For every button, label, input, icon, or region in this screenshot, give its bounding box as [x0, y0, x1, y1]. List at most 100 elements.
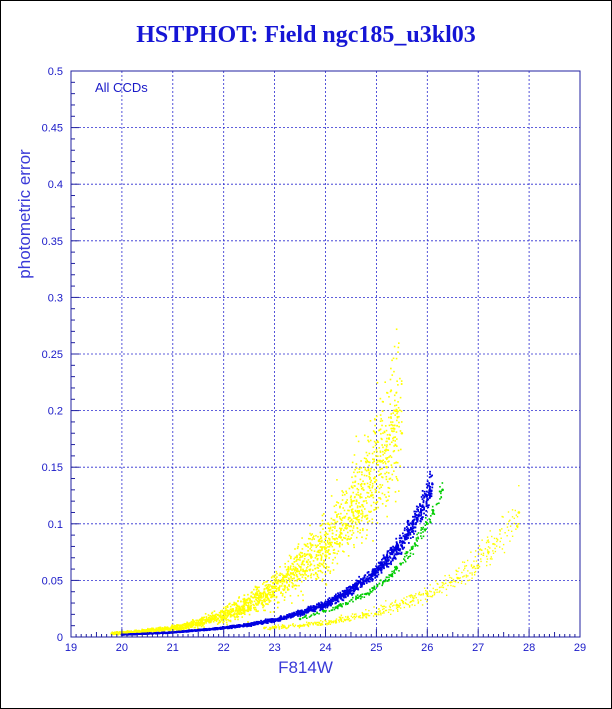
scatter-point — [388, 424, 391, 427]
scatter-point — [357, 488, 360, 491]
scatter-point — [359, 532, 361, 534]
scatter-point — [211, 618, 213, 621]
scatter-point — [230, 613, 232, 616]
scatter-point — [181, 631, 184, 633]
scatter-point — [340, 603, 342, 606]
scatter-point — [347, 537, 349, 540]
scatter-point — [274, 577, 277, 580]
scatter-point — [288, 554, 291, 557]
scatter-point — [382, 582, 384, 585]
scatter-point — [376, 459, 379, 462]
scatter-point — [408, 529, 411, 532]
scatter-point — [270, 619, 273, 622]
scatter-series-1 — [263, 484, 521, 631]
scatter-point — [424, 529, 426, 532]
scatter-point — [292, 612, 295, 615]
scatter-point — [217, 614, 220, 616]
scatter-point — [336, 606, 339, 609]
scatter-point — [356, 516, 359, 519]
scatter-point — [225, 607, 227, 610]
scatter-point — [371, 579, 374, 582]
scatter-point — [415, 510, 417, 513]
scatter-point — [415, 522, 418, 524]
scatter-point — [400, 380, 403, 382]
scatter-point — [380, 432, 382, 435]
scatter-point — [419, 520, 422, 523]
scatter-point — [363, 434, 366, 437]
scatter-point — [345, 603, 347, 606]
scatter-point — [356, 511, 358, 513]
scatter-point — [336, 562, 339, 565]
scatter-point — [321, 610, 324, 612]
scatter-point — [170, 626, 172, 628]
scatter-point — [186, 623, 189, 626]
scatter-point — [371, 494, 374, 496]
scatter-point — [252, 603, 254, 606]
scatter-point — [306, 607, 309, 610]
scatter-point — [377, 571, 379, 574]
scatter-point — [150, 628, 153, 631]
scatter-point — [395, 475, 398, 478]
scatter-point — [201, 616, 203, 619]
scatter-point — [229, 620, 232, 623]
scatter-point — [117, 631, 120, 634]
scatter-point — [229, 612, 232, 614]
scatter-point — [360, 466, 363, 469]
scatter-point — [392, 470, 395, 472]
scatter-point — [362, 529, 364, 532]
scatter-point — [260, 594, 263, 597]
scatter-point — [421, 518, 424, 521]
scatter-point — [465, 565, 468, 567]
scatter-point — [263, 600, 265, 602]
scatter-point — [474, 570, 477, 573]
scatter-point — [353, 515, 355, 517]
scatter-point — [307, 575, 310, 577]
scatter-point — [235, 613, 237, 615]
scatter-point — [163, 629, 165, 632]
scatter-point — [388, 416, 390, 419]
scatter-point — [486, 536, 489, 538]
scatter-point — [464, 565, 466, 567]
scatter-point — [341, 590, 344, 592]
scatter-point — [329, 604, 332, 607]
scatter-point — [390, 575, 392, 577]
scatter-point — [181, 625, 184, 628]
scatter-point — [269, 626, 271, 629]
scatter-point — [436, 588, 438, 591]
scatter-point — [455, 569, 457, 572]
scatter-point — [164, 628, 167, 630]
scatter-point — [399, 396, 402, 399]
scatter-point — [201, 628, 204, 631]
scatter-point — [403, 558, 405, 560]
scatter-point — [378, 429, 381, 431]
scatter-point — [292, 568, 295, 570]
scatter-point — [314, 613, 317, 616]
scatter-point — [140, 632, 143, 635]
scatter-point — [506, 523, 509, 525]
scatter-point — [380, 604, 382, 607]
scatter-point — [302, 574, 305, 576]
scatter-point — [188, 629, 191, 632]
scatter-point — [155, 627, 158, 630]
scatter-point — [328, 602, 331, 605]
scatter-point — [328, 546, 331, 548]
scatter-point — [313, 564, 316, 567]
scatter-point — [294, 584, 297, 587]
scatter-point — [379, 498, 382, 500]
scatter-point — [516, 525, 518, 528]
scatter-point — [435, 503, 438, 506]
scatter-point — [294, 624, 297, 626]
scatter-point — [389, 443, 391, 446]
scatter-point — [266, 595, 268, 598]
scatter-point — [285, 573, 288, 575]
scatter-point — [328, 610, 331, 612]
scatter-point — [293, 625, 296, 628]
scatter-point — [375, 448, 378, 451]
scatter-point — [226, 626, 228, 628]
scatter-point — [238, 613, 241, 616]
scatter-point — [327, 551, 329, 554]
scatter-point — [418, 591, 421, 594]
scatter-point — [301, 555, 304, 558]
scatter-point — [383, 493, 386, 496]
scatter-point — [293, 577, 295, 579]
